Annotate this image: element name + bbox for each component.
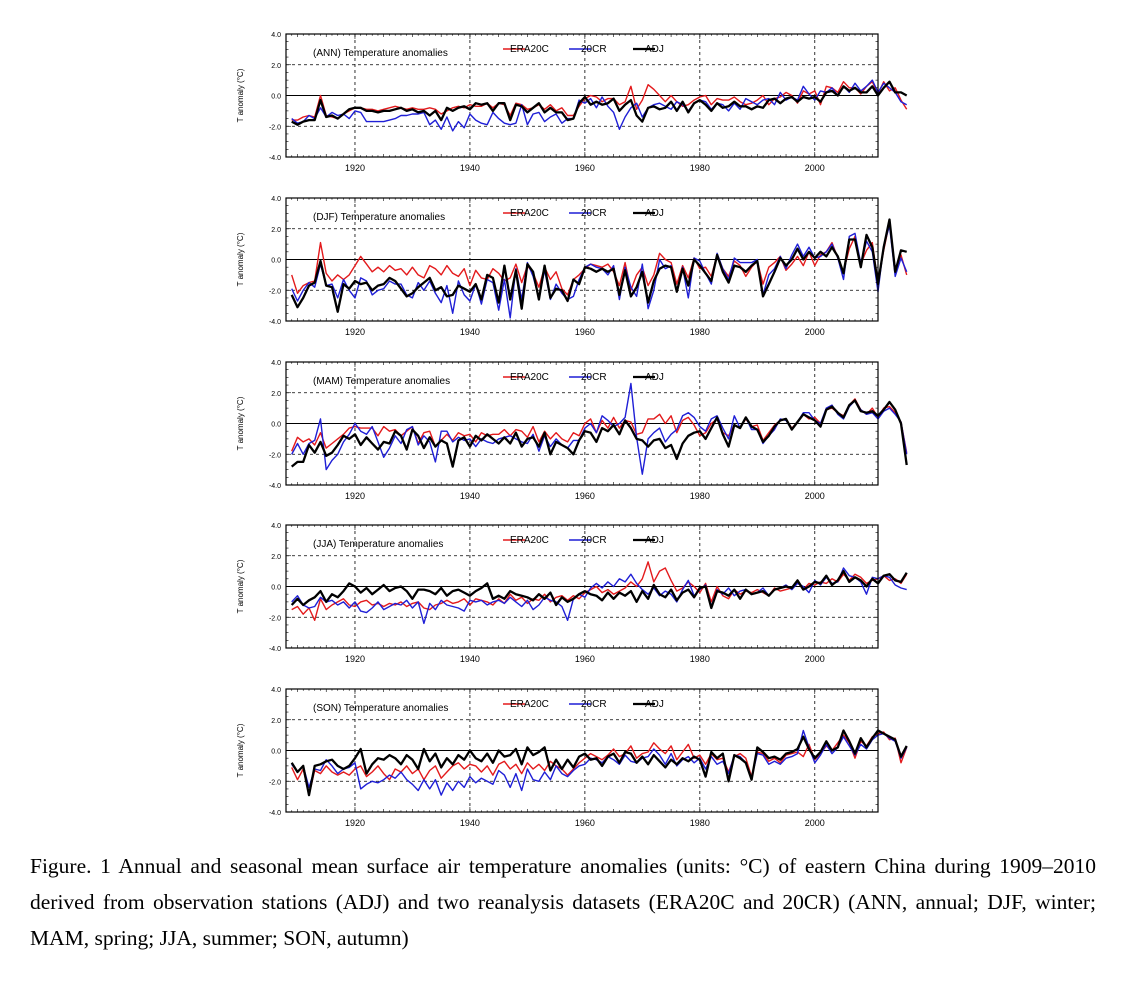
- x-tick-label: 1940: [460, 491, 480, 501]
- y-tick-label: 0.0: [271, 94, 281, 101]
- chart-panel-4: 1920 1940 1960 1980 2000 4.0 2.0 0.0 -2.0 -4.0 T a…: [236, 523, 908, 664]
- chart-panel-5: 1920 1940 1960 1980 2000 4.0 2.0 0.0 -2.0 -4.0 T a…: [236, 687, 908, 828]
- x-tick-label: 1960: [575, 654, 595, 664]
- y-tick-label: 0.0: [271, 749, 281, 756]
- series-line-adj: [290, 218, 907, 313]
- legend-label: ERA20C: [510, 535, 549, 546]
- series-line-adj: [290, 729, 908, 797]
- x-tick-label: 2000: [805, 818, 825, 828]
- x-tick-label: 1980: [690, 327, 710, 337]
- y-tick-label: -2.0: [269, 779, 281, 786]
- y-tick-label: -4.0: [269, 155, 281, 162]
- series-line-era20c: [291, 80, 908, 121]
- y-tick-label: -4.0: [269, 483, 281, 490]
- x-tick-label: 1920: [345, 327, 365, 337]
- x-tick-label: 1960: [575, 163, 595, 173]
- y-tick-label: -4.0: [269, 810, 281, 817]
- x-tick-label: 2000: [805, 491, 825, 501]
- x-tick-label: 1920: [345, 491, 365, 501]
- series-line-20cr: [291, 79, 908, 132]
- series-line-20cr: [291, 382, 908, 475]
- x-tick-label: 1920: [345, 163, 365, 173]
- x-tick-label: 1980: [690, 163, 710, 173]
- y-tick-label: 4.0: [271, 360, 281, 367]
- legend-label: ADJ: [645, 44, 664, 55]
- x-tick-label: 1920: [345, 818, 365, 828]
- y-tick-label: -2.0: [269, 288, 281, 295]
- y-tick-label: 4.0: [271, 523, 281, 530]
- y-tick-label: 4.0: [271, 32, 281, 39]
- y-axis-label: T anomaly (°C): [236, 559, 245, 613]
- legend-label: ADJ: [645, 372, 664, 383]
- legend-label: ADJ: [645, 699, 664, 710]
- legend-label: 20CR: [581, 44, 607, 55]
- panel-title: (ANN) Temperature anomalies: [313, 48, 448, 59]
- x-tick-label: 1980: [690, 654, 710, 664]
- x-tick-label: 1940: [460, 654, 480, 664]
- legend-label: 20CR: [581, 535, 607, 546]
- y-tick-label: 2.0: [271, 718, 281, 725]
- legend-label: ERA20C: [510, 208, 549, 219]
- series-line-adj: [291, 80, 908, 126]
- chart-figure: 1920 1940 1960 1980 2000 4.0 2.0 0.0 -2.0 -4.0 T a…: [236, 32, 908, 828]
- legend-label: ERA20C: [510, 372, 549, 383]
- y-tick-label: -4.0: [269, 646, 281, 653]
- legend-label: ADJ: [645, 535, 664, 546]
- panel-title: (JJA) Temperature anomalies: [313, 539, 443, 550]
- series-line-adj: [290, 569, 908, 610]
- y-tick-label: 4.0: [271, 196, 281, 203]
- legend-label: ERA20C: [510, 44, 549, 55]
- legend-label: 20CR: [581, 699, 607, 710]
- x-tick-label: 1960: [575, 491, 595, 501]
- y-tick-label: 2.0: [271, 63, 281, 70]
- x-tick-label: 1960: [575, 327, 595, 337]
- x-tick-label: 1940: [460, 327, 480, 337]
- y-tick-label: 0.0: [271, 422, 281, 429]
- chart-panel-1: 1920 1940 1960 1980 2000 4.0 2.0 0.0 -2.0 -4.0 T a…: [236, 32, 908, 173]
- y-tick-label: 2.0: [271, 554, 281, 561]
- panel-title: (DJF) Temperature anomalies: [313, 212, 445, 223]
- x-tick-label: 1940: [460, 818, 480, 828]
- x-tick-label: 1980: [690, 818, 710, 828]
- y-tick-label: 4.0: [271, 687, 281, 694]
- series-line-20cr: [291, 567, 907, 625]
- y-tick-label: 2.0: [271, 391, 281, 398]
- panel-title: (MAM) Temperature anomalies: [313, 376, 450, 387]
- series-line-adj: [290, 399, 908, 468]
- y-axis-label: T anomaly (°C): [236, 396, 245, 450]
- x-tick-label: 1960: [575, 818, 595, 828]
- legend-label: ADJ: [645, 208, 664, 219]
- y-tick-label: -4.0: [269, 319, 281, 326]
- y-axis-label: T anomaly (°C): [236, 232, 245, 286]
- chart-panel-2: 1920 1940 1960 1980 2000 4.0 2.0 0.0 -2.0 -4.0 T a…: [236, 196, 908, 337]
- chart-panel-3: 1920 1940 1960 1980 2000 4.0 2.0 0.0 -2.0 -4.0 T a…: [236, 360, 908, 501]
- x-tick-label: 1920: [345, 654, 365, 664]
- panel-title: (SON) Temperature anomalies: [313, 703, 448, 714]
- series-line-20cr: [291, 224, 908, 319]
- legend-label: 20CR: [581, 208, 607, 219]
- series-line-era20c: [291, 731, 908, 796]
- y-tick-label: -2.0: [269, 452, 281, 459]
- x-tick-label: 2000: [805, 327, 825, 337]
- y-tick-label: 0.0: [271, 258, 281, 265]
- y-tick-label: 0.0: [271, 585, 281, 592]
- legend-label: 20CR: [581, 372, 607, 383]
- x-tick-label: 1980: [690, 491, 710, 501]
- y-tick-label: 2.0: [271, 227, 281, 234]
- y-tick-label: -2.0: [269, 615, 281, 622]
- figure-caption: Figure. 1 Annual and seasonal mean surfa…: [30, 854, 1096, 950]
- x-tick-label: 1940: [460, 163, 480, 173]
- x-tick-label: 2000: [805, 163, 825, 173]
- y-tick-label: -2.0: [269, 124, 281, 131]
- y-axis-label: T anomaly (°C): [236, 68, 245, 122]
- x-tick-label: 2000: [805, 654, 825, 664]
- series-line-era20c: [291, 221, 908, 296]
- legend-label: ERA20C: [510, 699, 549, 710]
- y-axis-label: T anomaly (°C): [236, 723, 245, 777]
